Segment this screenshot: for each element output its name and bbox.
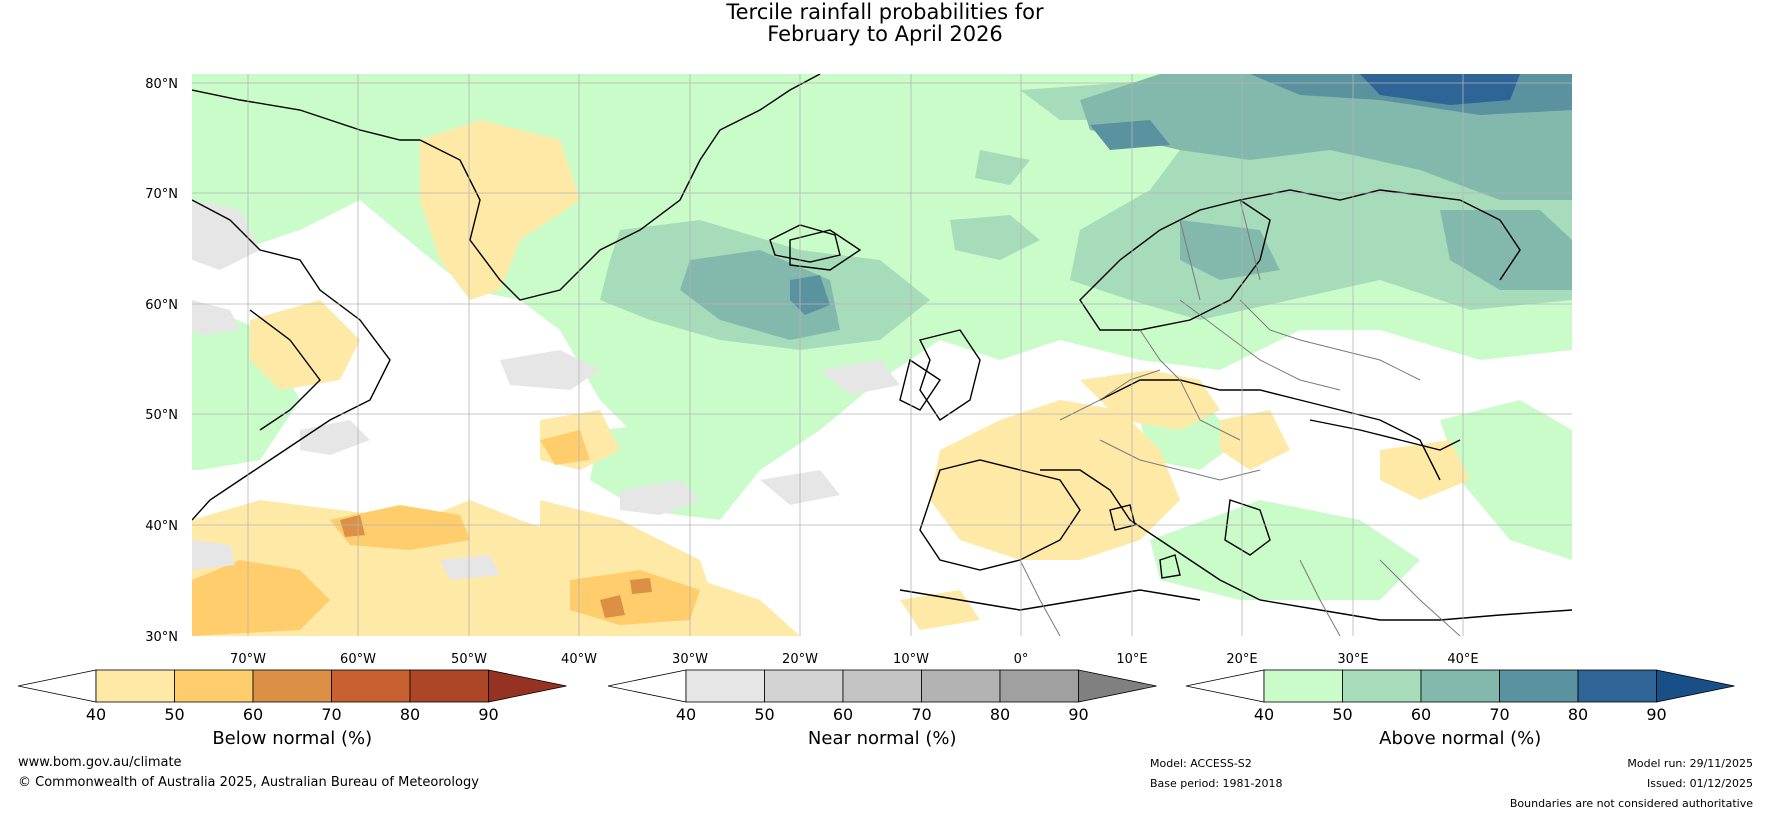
colorbar-segment (764, 669, 844, 703)
colorbar-tick-label: 40 (1254, 705, 1274, 724)
colorbar-tick-label: 80 (1568, 705, 1588, 724)
lon-label: 0° (1014, 652, 1029, 667)
lon-label: 70°W (230, 652, 266, 667)
colorbar-segment (252, 669, 332, 703)
lat-label: 30°N (145, 630, 178, 645)
colorbar-segment (1577, 669, 1657, 703)
colorbar-tick-label: 90 (1068, 705, 1088, 724)
colorbar-tick-label: 60 (833, 705, 853, 724)
lon-label: 40°E (1447, 652, 1478, 667)
lon-label: 50°W (451, 652, 487, 667)
latitude-labels: 80°N 70°N 60°N 50°N 40°N 30°N (145, 77, 178, 645)
footer-issued: Issued: 01/12/2025 (1646, 777, 1753, 790)
below-normal-60-shading (192, 430, 700, 636)
footer-website: www.bom.gov.au/climate (18, 755, 182, 770)
colorbar-segment (1342, 669, 1422, 703)
colorbar-extension-low (1185, 669, 1265, 703)
chart-title-line-1: Tercile rainfall probabilities for (726, 0, 1044, 24)
lat-label: 50°N (145, 408, 178, 423)
map-panel: 80°N 70°N 60°N 50°N 40°N 30°N 70°W 60°W … (145, 74, 1572, 667)
colorbar-tick-label: 80 (400, 705, 420, 724)
map-gridlines (192, 74, 1572, 636)
colorbar-segment (409, 669, 489, 703)
colorbar-below-normal: 40 50 60 70 80 90 Below normal (%) (17, 669, 567, 749)
footer-model-run: Model run: 29/11/2025 (1627, 757, 1753, 770)
lon-label: 30°W (672, 652, 708, 667)
lon-label: 40°W (561, 652, 597, 667)
lon-label: 10°W (893, 652, 929, 667)
colorbar-segment (174, 669, 254, 703)
colorbar-segment (1499, 669, 1579, 703)
colorbar-tick-label: 50 (754, 705, 774, 724)
lat-label: 70°N (145, 187, 178, 202)
longitude-labels: 70°W 60°W 50°W 40°W 30°W 20°W 10°W 0° 10… (230, 652, 1479, 667)
colorbar-segment (331, 669, 411, 703)
colorbar-tick-label: 90 (478, 705, 498, 724)
colorbar-segment (95, 669, 175, 703)
colorbar-extension-high (1656, 669, 1735, 703)
colorbar-extension-low (17, 669, 97, 703)
colorbar-title: Below normal (%) (212, 728, 372, 749)
colorbar-tick-label: 70 (911, 705, 931, 724)
colorbar-segment (842, 669, 922, 703)
colorbar-extension-low (607, 669, 687, 703)
lon-label: 20°E (1226, 652, 1257, 667)
coastlines (192, 74, 1572, 621)
colorbar-above-normal: 40 50 60 70 80 90 Above normal (%) (1185, 669, 1735, 749)
colorbar-extension-high (1078, 669, 1157, 703)
footer-disclaimer: Boundaries are not considered authoritat… (1509, 797, 1753, 810)
above-normal-80-shading (1360, 74, 1520, 105)
country-borders (1019, 199, 1461, 636)
colorbar-title: Above normal (%) (1379, 728, 1541, 749)
colorbar-tick-label: 40 (676, 705, 696, 724)
colorbar-tick-label: 60 (1411, 705, 1431, 724)
colorbar-tick-label: 70 (1489, 705, 1509, 724)
footer-copyright: © Commonwealth of Australia 2025, Austra… (18, 775, 479, 790)
lat-label: 60°N (145, 298, 178, 313)
lon-label: 30°E (1337, 652, 1368, 667)
colorbar-title: Near normal (%) (808, 728, 957, 749)
colorbar-segment (921, 669, 1001, 703)
colorbar-tick-label: 80 (990, 705, 1010, 724)
colorbar-tick-label: 50 (1332, 705, 1352, 724)
lon-label: 10°E (1116, 652, 1147, 667)
colorbar-tick-label: 70 (321, 705, 341, 724)
colorbar-segment (685, 669, 765, 703)
colorbar-tick-label: 40 (86, 705, 106, 724)
colorbar-segment (999, 669, 1079, 703)
footer-model: Model: ACCESS-S2 (1150, 757, 1252, 770)
colorbar-tick-label: 90 (1646, 705, 1666, 724)
lon-label: 20°W (782, 652, 818, 667)
chart-title-line-2: February to April 2026 (767, 22, 1003, 46)
colorbar-tick-label: 60 (243, 705, 263, 724)
colorbar-segment (1420, 669, 1500, 703)
below-normal-70-shading (340, 515, 652, 618)
colorbar-near-normal: 40 50 60 70 80 90 Near normal (%) (607, 669, 1157, 749)
lon-label: 60°W (340, 652, 376, 667)
colorbar-segment (1263, 669, 1343, 703)
colorbar-extension-high (488, 669, 567, 703)
lat-label: 40°N (145, 519, 178, 534)
footer-base-period: Base period: 1981-2018 (1150, 777, 1283, 790)
colorbar-tick-label: 50 (164, 705, 184, 724)
lat-label: 80°N (145, 77, 178, 92)
